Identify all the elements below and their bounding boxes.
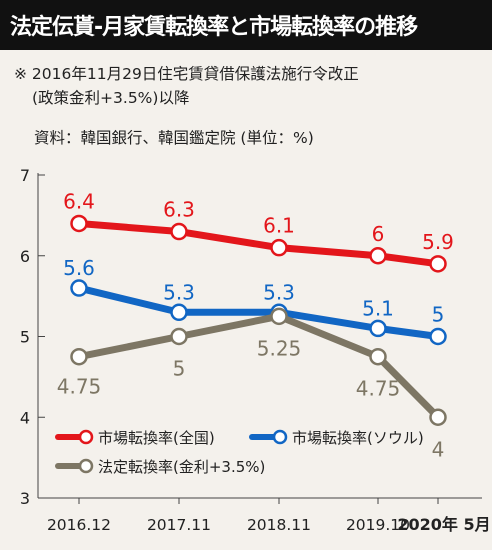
data-point [170, 327, 188, 346]
data-point [170, 303, 188, 322]
x-tick-label: 2016.12 [47, 516, 111, 534]
data-point [70, 347, 88, 366]
y-tick-label: 6 [20, 247, 30, 266]
x-tick-label: 2020年 5月 [397, 515, 490, 534]
data-point [429, 327, 447, 346]
data-label: 5 [173, 357, 186, 381]
legend-swatch-marker [78, 429, 94, 445]
data-point [170, 222, 188, 241]
data-label: 6.3 [163, 198, 195, 222]
data-label: 5.3 [263, 280, 295, 304]
data-label: 5.25 [257, 336, 302, 360]
chart-title: 法定伝貰-月家賃転換率と市場転換率の推移 [10, 15, 418, 40]
title-bar: 法定伝貰-月家賃転換率と市場転換率の推移 [0, 0, 492, 50]
x-tick-label: 2018.11 [247, 516, 311, 534]
data-label: 4 [432, 437, 445, 461]
data-point [70, 214, 88, 233]
y-tick-label: 7 [20, 166, 30, 185]
y-tick-label: 3 [20, 489, 30, 508]
data-point [369, 247, 387, 265]
data-label: 4.75 [356, 377, 401, 401]
source-note: 資料：韓国銀行、韓国鑑定院 (単位：%) [34, 129, 314, 147]
note-line-1: ※ 2016年11月29日住宅賃貸借保護法施行令改正 [14, 65, 359, 83]
data-point [429, 408, 447, 426]
data-point [369, 319, 387, 338]
legend-label: 市場転換率(ソウル) [292, 429, 424, 447]
x-tick-label: 2019.10 [346, 516, 410, 534]
data-point [369, 347, 387, 366]
data-label: 6.1 [263, 214, 295, 238]
legend-swatch-marker [78, 458, 94, 474]
data-point [429, 255, 447, 273]
x-tick-label: 2017.11 [147, 516, 211, 534]
data-point [70, 279, 88, 297]
data-label: 5.1 [362, 296, 394, 320]
data-point [270, 238, 288, 257]
note-line-2: (政策金利+3.5%)以降 [32, 89, 190, 107]
legend-label: 法定転換率(金利+3.5%) [98, 458, 265, 476]
legend-swatch-marker [272, 429, 288, 445]
data-label: 5.9 [422, 230, 454, 254]
y-tick-label: 5 [20, 328, 30, 347]
data-label: 5 [432, 303, 445, 327]
legend-label: 市場転換率(全国) [98, 429, 215, 447]
data-point [270, 307, 288, 326]
data-label: 6.4 [63, 189, 95, 213]
data-label: 5.3 [163, 280, 195, 304]
data-label: 4.75 [57, 375, 102, 399]
y-tick-label: 4 [20, 408, 30, 427]
data-label: 5.6 [63, 256, 95, 280]
data-label: 6 [372, 222, 385, 246]
